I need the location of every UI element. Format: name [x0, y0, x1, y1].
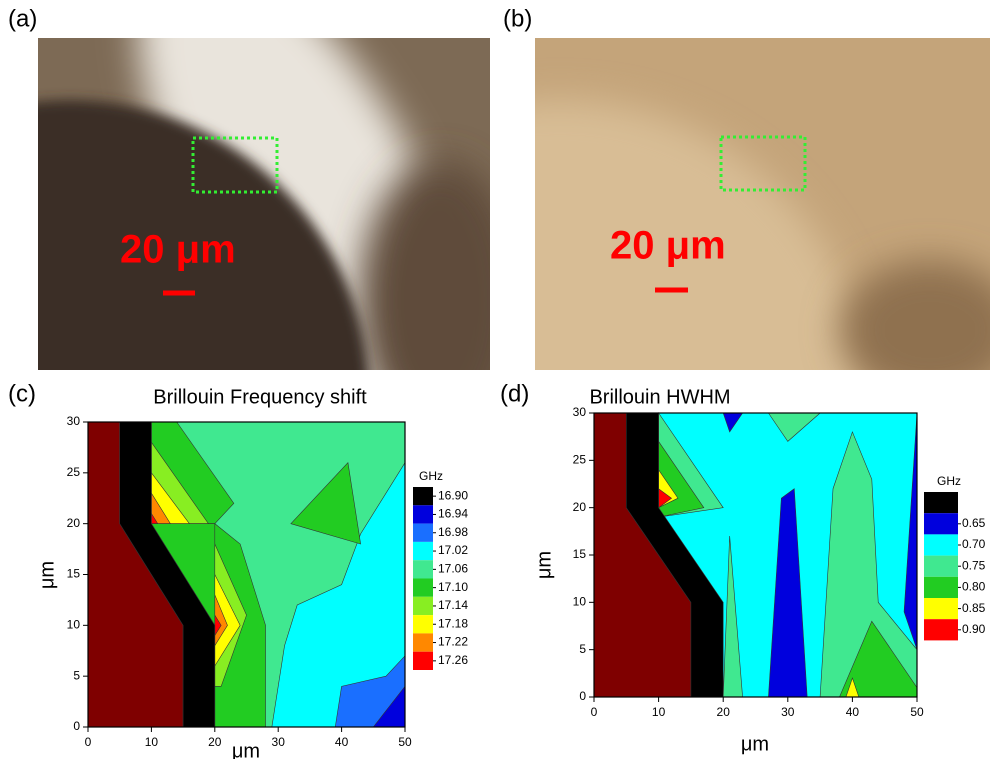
colorbar-swatch [413, 560, 433, 578]
x-tick-label: 50 [910, 705, 924, 719]
x-tick-label: 0 [591, 705, 598, 719]
colorbar-swatch [413, 579, 433, 597]
colorbar-swatch [413, 542, 433, 560]
colorbar-swatch [924, 556, 958, 577]
colorbar-label: 17.06 [438, 562, 468, 576]
colorbar-label: 17.26 [438, 653, 468, 667]
y-tick-label: 15 [67, 567, 81, 581]
colorbar-swatch [413, 597, 433, 615]
colorbar-swatch [413, 505, 433, 523]
panel-label: (c) [8, 380, 36, 407]
colorbar-label: 17.22 [438, 635, 468, 649]
colorbar-label: 17.02 [438, 543, 468, 557]
colorbar-swatch [924, 598, 958, 619]
colorbar-label: 17.10 [438, 580, 468, 594]
x-tick-label: 0 [85, 735, 92, 749]
colorbar-swatch [413, 652, 433, 670]
y-tick-label: 30 [573, 405, 587, 419]
colorbar-swatch [924, 492, 958, 513]
colorbar-label: 16.94 [438, 507, 468, 521]
y-tick-label: 0 [73, 719, 80, 733]
colorbar-label: 0.70 [962, 537, 986, 551]
scale-label: 20 μm [120, 228, 236, 272]
panel-label: (b) [503, 5, 532, 32]
x-tick-label: 10 [145, 735, 159, 749]
scale-label: 20 μm [610, 224, 726, 268]
colorbar-swatch [924, 513, 958, 534]
y-tick-label: 15 [573, 547, 587, 561]
y-tick-label: 20 [67, 516, 81, 530]
colorbar-label: 16.90 [438, 488, 468, 502]
y-tick-label: 5 [73, 668, 80, 682]
figure: (a) (b) 20 μm 20 μm (c) Brillouin Frequen… [0, 0, 993, 759]
x-tick-label: 40 [846, 705, 860, 719]
y-axis-label: μm [36, 561, 58, 589]
colorbar-swatch [413, 487, 433, 505]
x-tick-label: 20 [717, 705, 731, 719]
x-tick-label: 10 [652, 705, 666, 719]
y-axis-label: μm [533, 551, 555, 579]
y-tick-label: 25 [67, 465, 81, 479]
panel-label: (a) [8, 5, 37, 32]
chart-title: Brillouin HWHM [589, 386, 730, 408]
colorbar-swatch [924, 619, 958, 640]
x-axis-label: μm [232, 740, 260, 759]
colorbar-swatch [413, 524, 433, 542]
colorbar-label: 0.90 [962, 622, 986, 636]
colorbar-label: 17.14 [438, 598, 468, 612]
colorbar-swatch [413, 633, 433, 651]
colorbar-label: 0.65 [962, 516, 986, 530]
panel-label: (d) [500, 380, 529, 407]
chart-title: Brillouin Frequency shift [153, 386, 367, 408]
colorbar-label: 0.75 [962, 558, 986, 572]
x-tick-label: 20 [208, 735, 222, 749]
x-axis-label: μm [741, 733, 769, 755]
x-tick-label: 30 [272, 735, 286, 749]
y-tick-label: 30 [67, 414, 81, 428]
y-tick-label: 20 [573, 500, 587, 514]
colorbar-label: 0.80 [962, 580, 986, 594]
colorbar-label: 0.85 [962, 601, 986, 615]
x-tick-label: 40 [335, 735, 349, 749]
x-tick-label: 30 [781, 705, 795, 719]
colorbar-label: 16.98 [438, 525, 468, 539]
y-tick-label: 25 [573, 453, 587, 467]
colorbar-swatch [924, 534, 958, 555]
y-tick-label: 10 [573, 595, 587, 609]
colorbar-label: 17.18 [438, 616, 468, 630]
y-tick-label: 5 [579, 642, 586, 656]
x-tick-label: 50 [398, 735, 412, 749]
colorbar-swatch [924, 577, 958, 598]
colorbar-title: GHz [937, 474, 961, 488]
colorbar-swatch [413, 615, 433, 633]
y-tick-label: 10 [67, 618, 81, 632]
colorbar-title: GHz [419, 469, 443, 483]
y-tick-label: 0 [579, 689, 586, 703]
